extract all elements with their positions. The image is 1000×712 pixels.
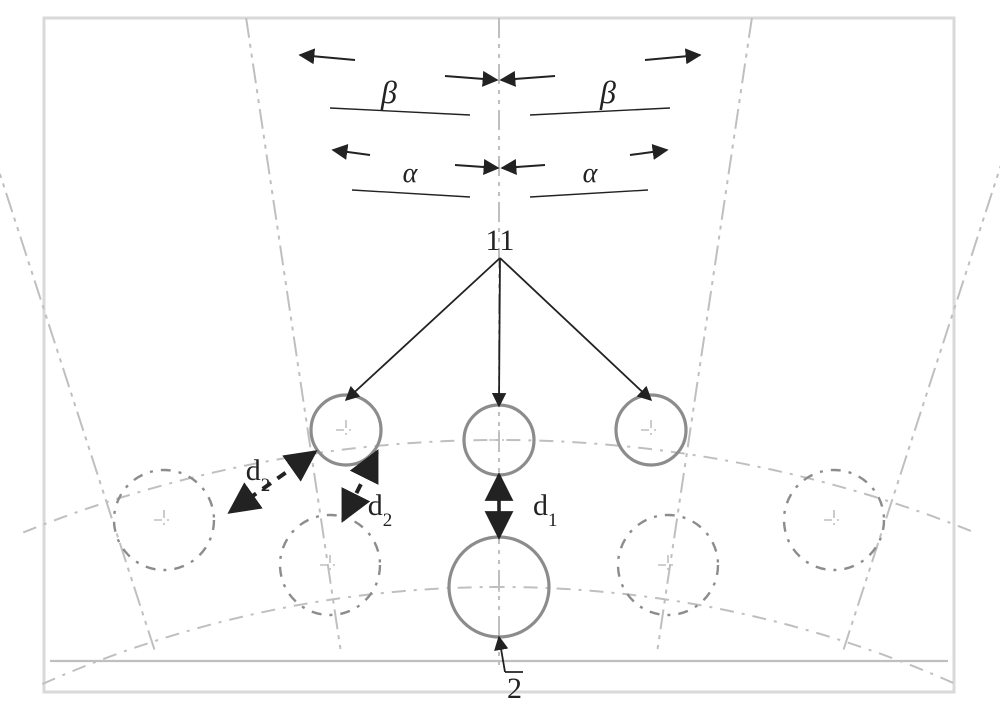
label-d1: d1 [533,489,558,531]
label-d2-right: d2 [368,489,393,531]
solid-circle [311,395,381,465]
label-d2-left: d2 [246,454,271,496]
reference-label-2: 2 [507,672,522,705]
black-annotations [230,55,700,672]
phantom-circle [114,470,214,570]
label-alpha-right: α [583,158,599,189]
label-beta-left: β [380,74,397,110]
label-alpha-left: α [403,158,419,189]
figure: β β α α 11 2 d1 d2 d2 [0,0,1000,712]
reference-label-11: 11 [486,224,515,257]
solid-circle [616,395,686,465]
label-beta-right: β [599,74,616,110]
